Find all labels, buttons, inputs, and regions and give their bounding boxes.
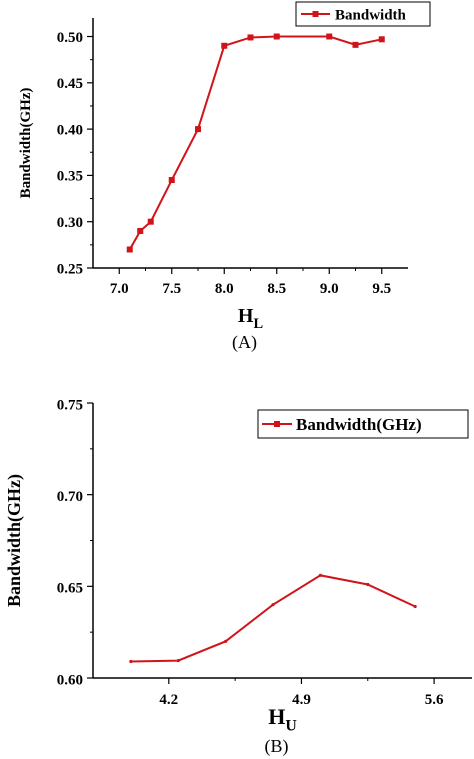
legend-marker [312, 11, 319, 17]
data-point [221, 42, 228, 49]
chart-panel-a: 0.25 0.30 0.35 0.40 0.45 0.50 7.0 7.5 8.0 8.5 9.0 9… [18, 1, 431, 353]
y-tick-label: 0.70 [57, 489, 83, 505]
data-point [378, 36, 385, 43]
legend: Bandwidth [295, 1, 431, 27]
x-tick-label: 9.5 [372, 281, 391, 297]
y-tick-label: 0.25 [57, 261, 83, 277]
series-line [130, 574, 416, 663]
x-tick-label: 7.5 [162, 281, 181, 297]
series-line [128, 35, 382, 250]
y-tick-label: 0.50 [57, 30, 83, 46]
data-point [147, 218, 154, 225]
y-tick-label: 0.75 [57, 397, 83, 413]
y-tick-label: 0.45 [57, 76, 83, 92]
data-point [318, 573, 322, 577]
y-tick-label: 0.30 [57, 215, 83, 231]
x-tick-label: 4.2 [159, 692, 178, 708]
data-point [247, 34, 254, 41]
legend-box [257, 409, 469, 439]
x-tick-label: 7.0 [110, 281, 129, 297]
legend-label: Bandwidth(GHz) [296, 415, 422, 434]
figure-caption: (B) [265, 736, 289, 757]
data-point [271, 603, 275, 607]
data-point [126, 246, 133, 253]
legend-label: Bandwidth [335, 7, 407, 23]
data-point [137, 227, 144, 234]
data-point [352, 41, 359, 48]
y-tick-label: 0.40 [57, 122, 83, 138]
x-tick-label: 4.9 [292, 692, 311, 708]
x-tick-label: 9.0 [320, 281, 339, 297]
y-axis-title: Bandwidth(GHz) [4, 474, 25, 607]
data-point [195, 126, 201, 133]
figure-caption: (A) [232, 332, 257, 353]
y-axis-title: Bandwidth(GHz) [18, 88, 34, 199]
data-point [176, 658, 180, 663]
y-tick-label: 0.60 [57, 672, 83, 688]
y-tick-label: 0.35 [57, 169, 83, 185]
data-point [224, 639, 228, 643]
x-axis-title: HU [268, 704, 297, 735]
x-tick-label: 8.5 [267, 281, 286, 297]
x-tick-label: 8.0 [215, 281, 234, 297]
data-point [366, 582, 370, 587]
data-point [273, 33, 280, 40]
x-tick-label: 5.6 [425, 692, 444, 708]
chart-panel-b: 0.60 0.65 0.70 0.75 4.2 4.9 5.6 Bandwidth(GHz) H… [4, 397, 472, 757]
legend-marker [274, 421, 280, 427]
x-axis-title: HL [238, 305, 263, 332]
data-point [326, 33, 333, 40]
legend: Bandwidth(GHz) [257, 409, 469, 439]
y-tick-label: 0.65 [57, 581, 83, 597]
data-point [129, 659, 133, 664]
data-point [413, 604, 417, 609]
data-point [168, 177, 175, 184]
